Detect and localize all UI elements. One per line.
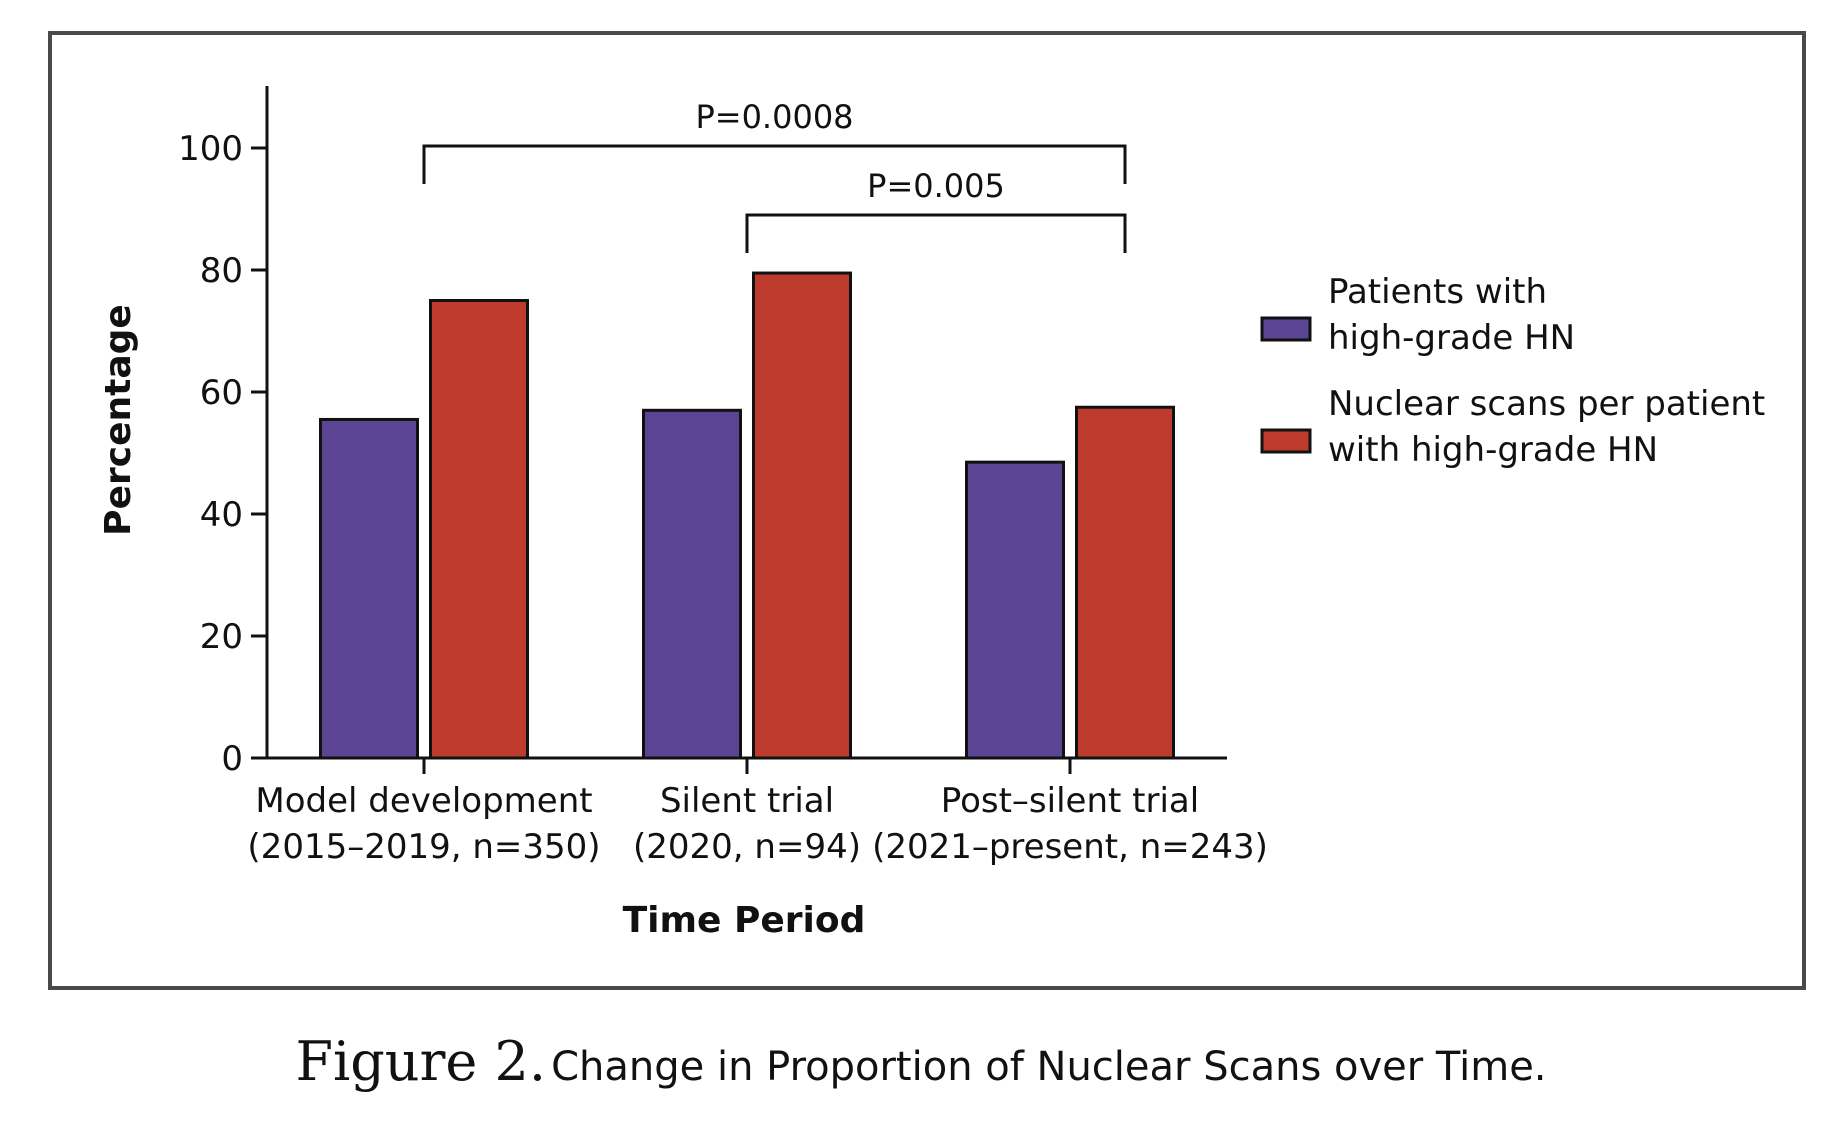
bar-series-1-category-1 xyxy=(319,417,419,760)
figure-caption: Figure 2. Change in Proportion of Nuclea… xyxy=(0,1030,1842,1093)
significance-label: P=0.0008 xyxy=(695,98,853,136)
legend: Patients with high-grade HN Nuclear scans … xyxy=(1260,272,1765,470)
y-axis-title: Percentage xyxy=(98,304,139,536)
legend-label-series-2: with high-grade HN xyxy=(1328,430,1658,470)
x-tick-label: (2015–2019, n=350) xyxy=(247,827,600,867)
bar-series-1-category-2 xyxy=(642,408,742,760)
x-tick-label: Post–silent trial xyxy=(941,781,1199,821)
significance-label: P=0.005 xyxy=(867,167,1005,205)
significance-bracket xyxy=(422,144,1127,184)
y-tick-label: 80 xyxy=(200,251,243,291)
x-tick-label: Silent trial xyxy=(660,781,834,821)
y-tick-label: 100 xyxy=(178,129,243,169)
plot-area: 0 20 40 60 80 100 Model development (2015–2019,… xyxy=(178,86,1268,867)
bar-series-2-category-2 xyxy=(752,271,852,760)
legend-swatch-series-1 xyxy=(1260,316,1312,342)
bar-series-2-category-1 xyxy=(429,299,529,760)
significance-bracket xyxy=(745,213,1127,253)
bar-series-1-category-3 xyxy=(965,460,1065,760)
x-axis-title: Time Period xyxy=(623,900,866,941)
y-tick-label: 0 xyxy=(221,739,243,779)
legend-label-series-1: high-grade HN xyxy=(1328,318,1575,358)
x-tick-label: Model development xyxy=(255,781,592,821)
legend-label-series-1: Patients with xyxy=(1328,272,1547,312)
x-tick-label: (2020, n=94) xyxy=(633,827,861,867)
figure-frame xyxy=(48,31,1806,990)
caption-figure-label: Figure 2. xyxy=(295,1030,547,1093)
y-tick-label: 20 xyxy=(200,617,243,657)
legend-swatch-series-2 xyxy=(1260,428,1312,454)
x-tick-label: (2021–present, n=243) xyxy=(872,827,1268,867)
bar-series-2-category-3 xyxy=(1075,405,1175,760)
bar-chart: 0 20 40 60 80 100 Model development (2015–2019,… xyxy=(48,31,1806,990)
legend-label-series-2: Nuclear scans per patient xyxy=(1328,384,1765,424)
caption-text: Change in Proportion of Nuclear Scans ov… xyxy=(551,1044,1547,1090)
y-tick-label: 40 xyxy=(200,495,243,535)
y-tick-label: 60 xyxy=(200,373,243,413)
